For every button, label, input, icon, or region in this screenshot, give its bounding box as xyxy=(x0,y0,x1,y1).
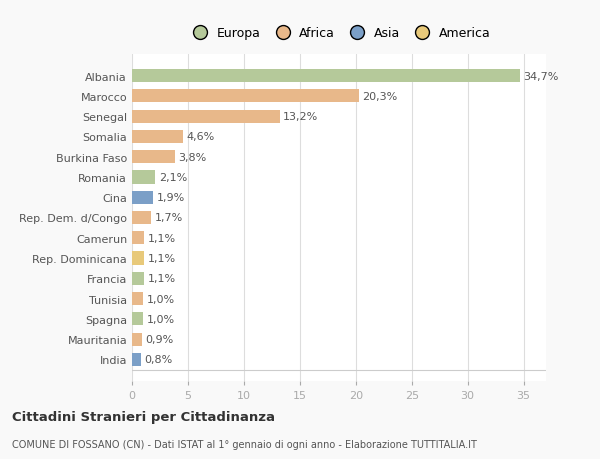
Text: 1,9%: 1,9% xyxy=(157,193,185,203)
Bar xyxy=(132,252,145,265)
Bar xyxy=(132,130,184,144)
Text: 1,1%: 1,1% xyxy=(148,253,176,263)
Text: 20,3%: 20,3% xyxy=(362,92,398,102)
Text: 1,1%: 1,1% xyxy=(148,233,176,243)
Text: 34,7%: 34,7% xyxy=(524,72,559,81)
Bar xyxy=(132,70,520,83)
Bar xyxy=(132,333,142,346)
Bar xyxy=(132,191,153,204)
Text: 1,7%: 1,7% xyxy=(154,213,182,223)
Text: 2,1%: 2,1% xyxy=(159,173,187,183)
Text: 13,2%: 13,2% xyxy=(283,112,319,122)
Text: 4,6%: 4,6% xyxy=(187,132,215,142)
Bar xyxy=(132,232,145,245)
Bar xyxy=(132,212,151,224)
Bar xyxy=(132,292,143,306)
Legend: Europa, Africa, Asia, America: Europa, Africa, Asia, America xyxy=(185,24,493,42)
Bar xyxy=(132,353,141,366)
Text: COMUNE DI FOSSANO (CN) - Dati ISTAT al 1° gennaio di ogni anno - Elaborazione TU: COMUNE DI FOSSANO (CN) - Dati ISTAT al 1… xyxy=(12,440,477,449)
Text: 3,8%: 3,8% xyxy=(178,152,206,162)
Bar xyxy=(132,110,280,123)
Text: 1,0%: 1,0% xyxy=(146,314,175,324)
Bar xyxy=(132,90,359,103)
Bar xyxy=(132,313,143,326)
Text: 0,8%: 0,8% xyxy=(145,355,173,364)
Text: 1,1%: 1,1% xyxy=(148,274,176,284)
Bar xyxy=(132,151,175,164)
Bar xyxy=(132,171,155,184)
Text: Cittadini Stranieri per Cittadinanza: Cittadini Stranieri per Cittadinanza xyxy=(12,410,275,423)
Bar xyxy=(132,272,145,285)
Text: 0,9%: 0,9% xyxy=(145,334,173,344)
Text: 1,0%: 1,0% xyxy=(146,294,175,304)
